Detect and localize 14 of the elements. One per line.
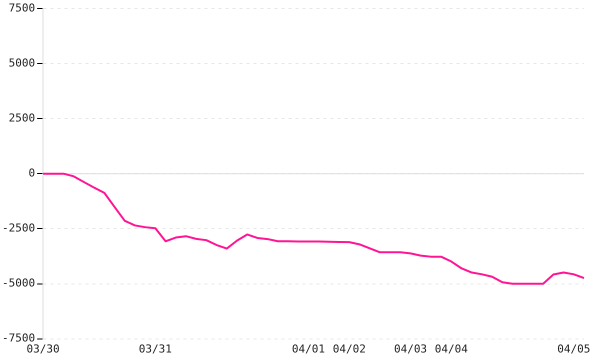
y-tick-label: 5000	[8, 56, 36, 70]
y-tick-label: -5000	[2, 276, 36, 290]
y-tick-label: -2500	[2, 222, 36, 235]
x-tick-label: 04/01	[292, 342, 326, 356]
x-tick-label: 04/04	[434, 342, 468, 356]
y-tick-label: 2500	[8, 112, 36, 125]
x-tick-label: 03/30	[26, 342, 60, 356]
x-tick-label: 04/03	[394, 342, 428, 356]
x-tick-label: 04/02	[332, 342, 366, 356]
y-tick-label: -7500	[2, 332, 36, 345]
x-tick-label: 04/05	[557, 342, 590, 356]
x-tick-label: 03/31	[138, 342, 172, 356]
y-tick-label: 0	[28, 166, 36, 180]
y-tick-label: 7500	[8, 1, 36, 14]
